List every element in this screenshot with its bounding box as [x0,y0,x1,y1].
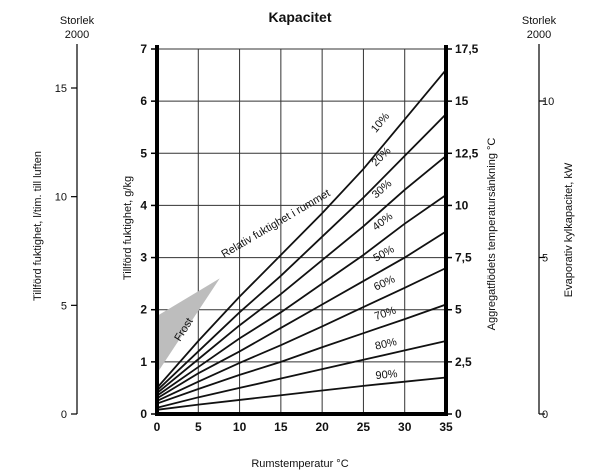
y-right-tick-label: 7,5 [455,251,472,265]
y-right-axis-label: Aggregatflödets temperatursänkning °C [486,138,498,331]
series-lines [156,69,447,411]
series-line-50pct [156,230,447,400]
x-tick-label: 25 [357,420,371,434]
y-left-tick-label: 5 [140,146,147,160]
y-right-tick-label: 0 [455,407,462,421]
aux-left-axis-label: Tillförd fuktighet, l/tim. till luften [32,151,44,301]
series-label-20pct: 20% [369,145,393,169]
aux-right-header-line2: 2000 [527,29,551,41]
y-right-tick-label: 12,5 [455,146,479,160]
aux-right-axis: 0 5 10 [538,44,554,421]
plot-axes [155,45,448,416]
x-tick-label: 35 [439,420,453,434]
aux-right-tick-label: 0 [542,409,548,421]
y-right-tick-label: 2,5 [455,355,472,369]
y-right-tick-label: 15 [455,94,469,108]
y-left-tick-label: 0 [140,407,147,421]
series-label-40pct: 40% [370,210,395,233]
y-left-tick-labels: 0 1 2 3 4 5 6 7 [140,42,157,421]
series-label-10pct: 10% [369,110,392,135]
y-right-tick-label: 10 [455,198,469,212]
y-left-tick-label: 2 [140,303,147,317]
series-label-90pct: 90% [375,368,398,382]
y-left-tick-label: 7 [140,42,147,56]
aux-right-axis-label: Evaporativ kylkapacitet, kW [563,162,575,297]
series-labels: 10%20%30%40%50%60%70%80%90% [369,110,398,382]
aux-right-tick-label: 10 [542,96,554,108]
aux-right-header-line1: Storlek [522,15,557,27]
x-tick-labels: 0 5 10 15 20 25 30 35 [154,420,453,434]
y-left-tick-label: 6 [140,94,147,108]
series-label-30pct: 30% [370,177,395,201]
x-axis-label: Rumstemperatur °C [251,458,348,470]
y-left-axis-label: Tillförd fuktighet, g/kg [122,176,134,280]
y-right-tick-labels: 0 2,5 5 7,5 10 12,5 15 17,5 [446,42,479,421]
series-line-20pct [156,113,447,392]
series-line-70pct [156,303,447,405]
y-right-tick-label: 17,5 [455,42,479,56]
y-left-tick-label: 1 [140,355,147,369]
aux-right-tick-label: 5 [542,253,548,265]
series-line-90pct [156,376,447,411]
x-tick-label: 5 [195,420,202,434]
frost-region [157,278,220,374]
series-line-30pct [156,155,447,394]
aux-left-tick-label: 10 [55,192,67,204]
series-label-80pct: 80% [374,336,398,353]
aux-left-tick-label: 5 [61,300,67,312]
x-tick-label: 30 [398,420,412,434]
series-line-80pct [156,340,447,409]
aux-left-axis: 0 5 10 15 [55,44,78,421]
aux-left-tick-label: 0 [61,409,67,421]
series-line-10pct [156,69,447,389]
series-line-40pct [156,194,447,397]
x-tick-label: 0 [154,420,161,434]
x-tick-label: 15 [274,420,288,434]
aux-left-header-line1: Storlek [60,15,95,27]
grid-lines [156,48,447,415]
series-label-70pct: 70% [373,304,398,323]
series-line-60pct [156,267,447,402]
chart-title: Kapacitet [268,9,331,25]
aux-left-header-line2: 2000 [65,29,89,41]
y-right-tick-label: 5 [455,303,462,317]
series-label-60pct: 60% [372,273,397,293]
y-left-tick-label: 3 [140,251,147,265]
y-left-tick-label: 4 [140,198,147,212]
x-tick-label: 20 [315,420,329,434]
aux-left-tick-label: 15 [55,83,67,95]
x-tick-label: 10 [233,420,247,434]
curve-group-label: Relativ fuktighet i rummet [219,187,332,260]
